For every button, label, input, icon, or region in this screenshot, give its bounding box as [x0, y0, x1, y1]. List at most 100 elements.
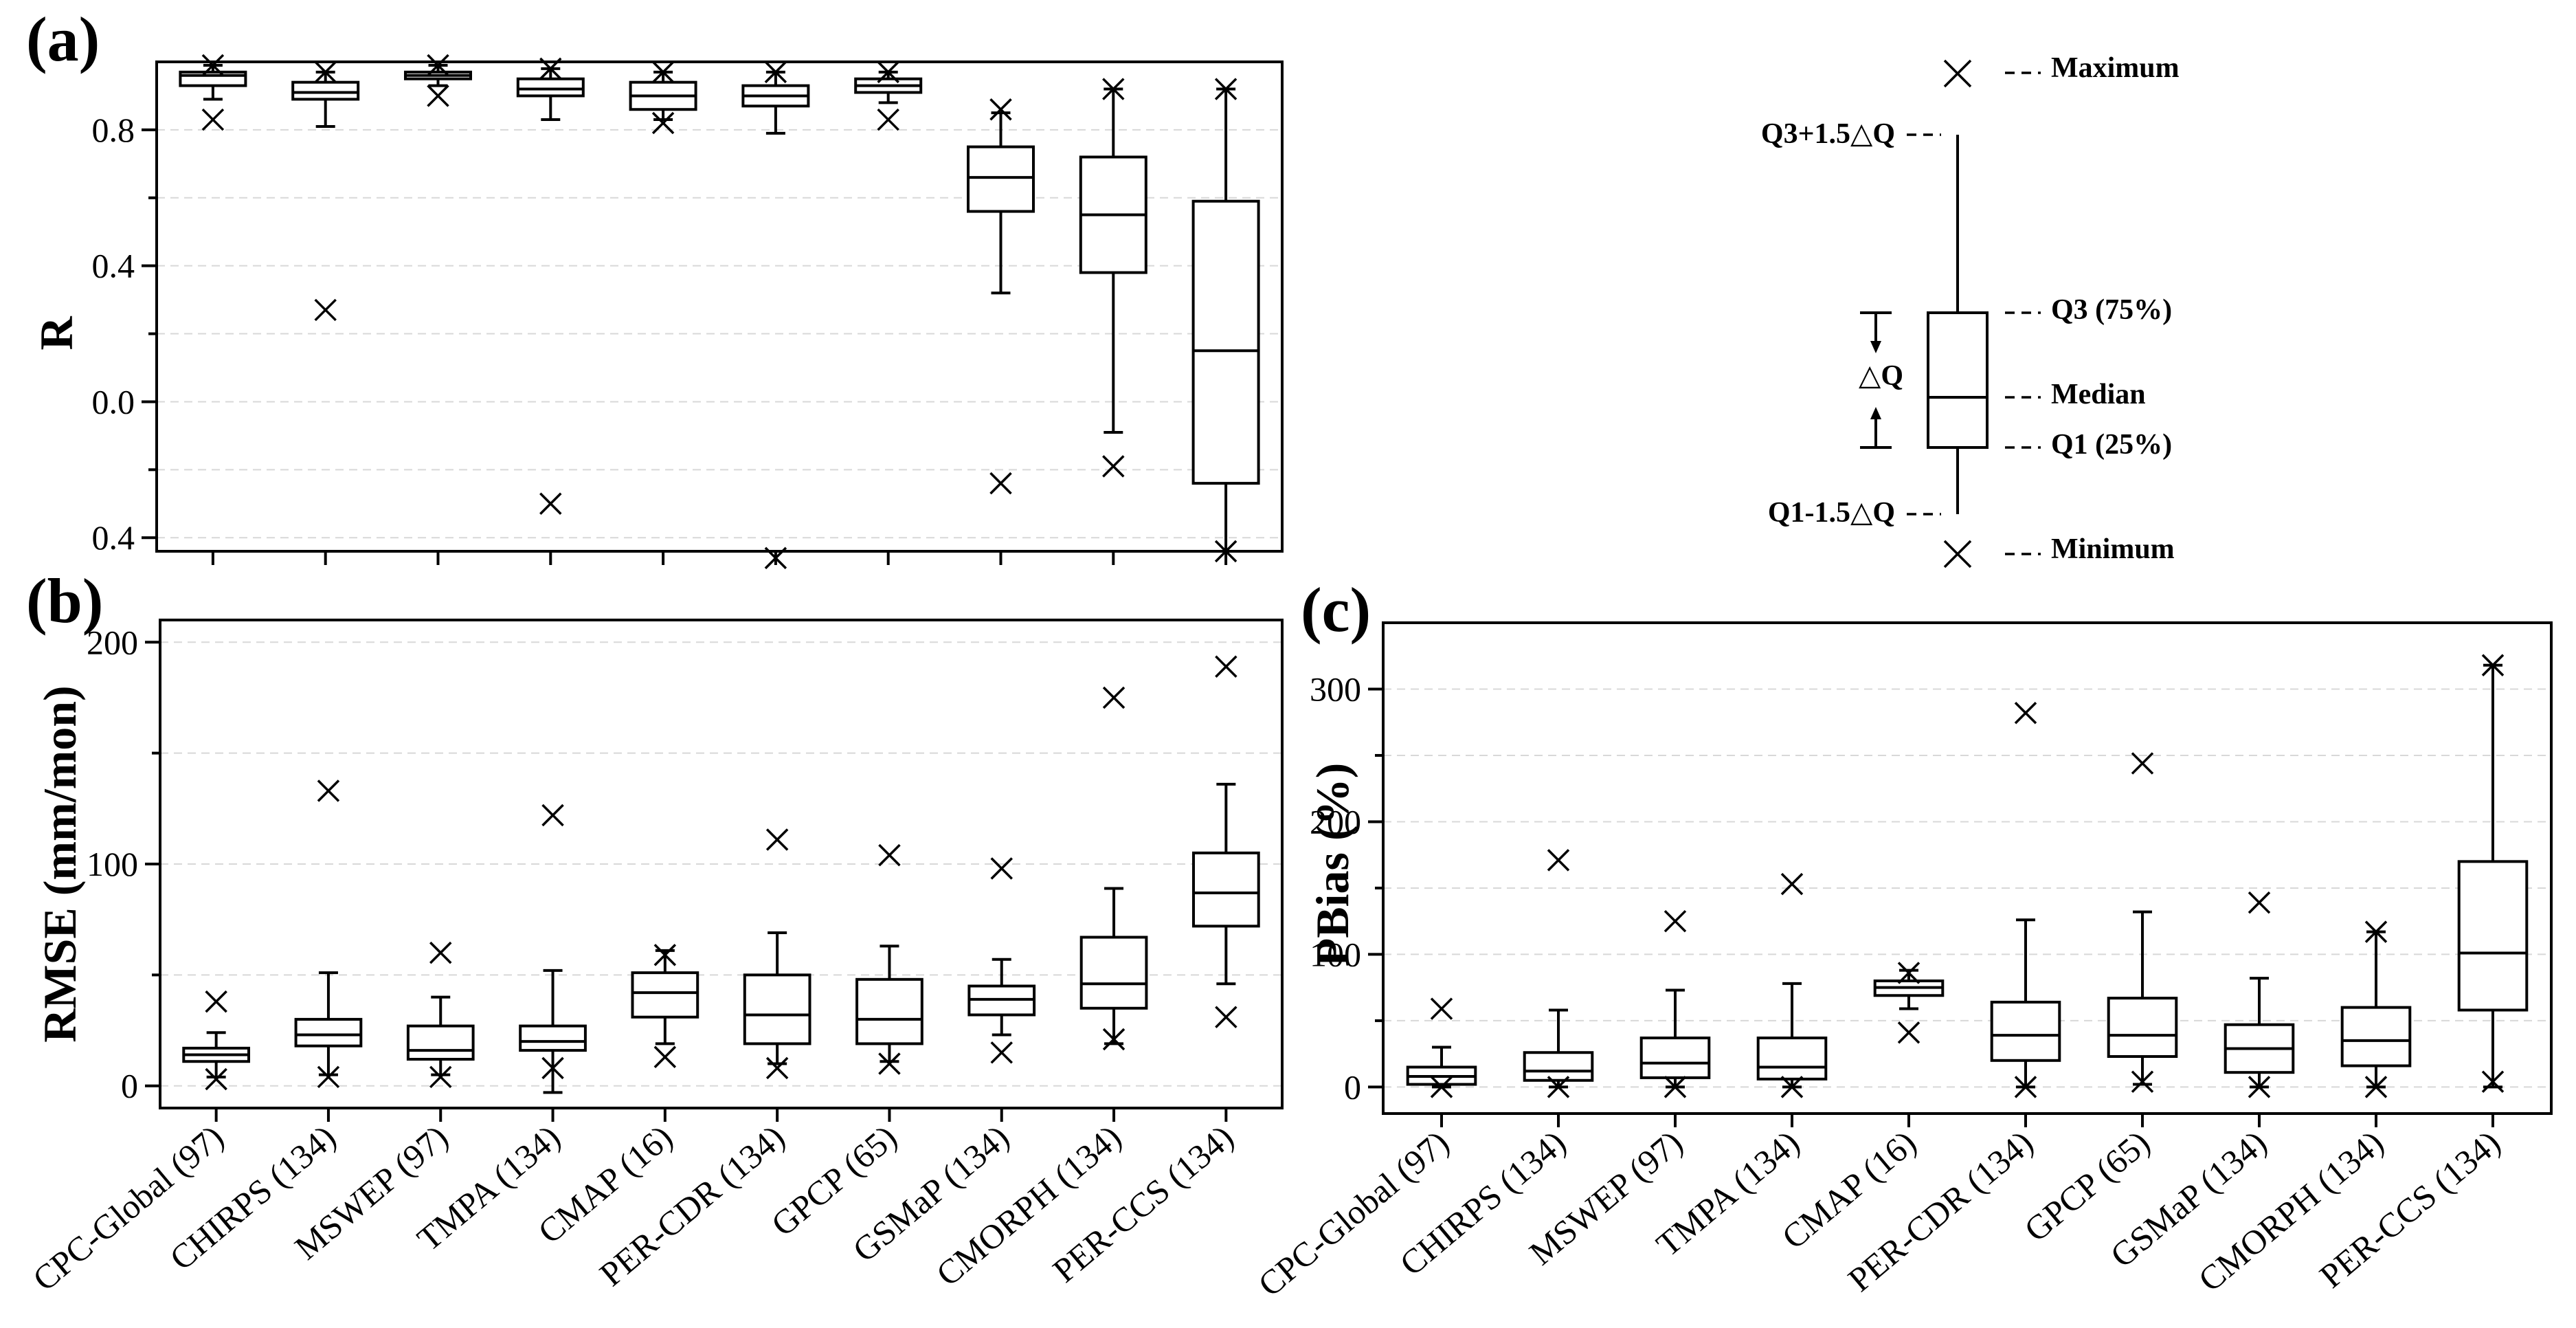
legend-maximum-marker: [1943, 59, 1972, 88]
boxplot-legend: Maximum Q3+1.5△Q Q3 (75%) Median Q1 (25%…: [1761, 52, 2180, 568]
min-marker: [653, 1045, 677, 1069]
min-marker: [2248, 1076, 2271, 1098]
max-marker: [653, 944, 677, 966]
panel-b-y-tick-label: 200: [87, 623, 138, 661]
panel-a-y-tick-label: 0.0: [92, 382, 135, 421]
panel-c-plot-frame: [1382, 621, 2553, 1115]
panel-a-box-4: [516, 57, 585, 516]
legend-minimum-label: Minimum: [2051, 533, 2175, 565]
min-marker: [314, 298, 337, 322]
panel-b-category-label: PER-CDR (134): [592, 1118, 792, 1294]
min-marker: [429, 1065, 452, 1089]
max-marker: [990, 857, 1013, 880]
legend-q1-label: Q1 (25%): [2051, 429, 2172, 461]
max-marker: [201, 54, 225, 77]
max-marker: [765, 828, 789, 851]
iqr-box: [406, 1024, 475, 1061]
panel-a-y-tick-label: 0.4: [92, 247, 135, 285]
max-marker: [1664, 909, 1687, 933]
max-marker: [317, 779, 340, 802]
panel-b-box-3: [406, 941, 475, 1089]
min-marker: [2481, 1070, 2505, 1093]
panel-c-category-label: CPC-Global (97): [1251, 1123, 1456, 1304]
max-marker: [651, 60, 675, 84]
iqr-box: [1191, 199, 1260, 485]
min-marker: [1215, 1006, 1237, 1028]
min-marker: [317, 1065, 340, 1089]
min-marker: [989, 472, 1012, 495]
max-marker: [2248, 891, 2271, 914]
max-marker: [427, 54, 449, 77]
iqr-box: [2107, 997, 2178, 1059]
iqr-box: [291, 80, 360, 101]
panel-b-y-tick-label: 0: [121, 1067, 138, 1105]
min-marker: [877, 108, 899, 131]
iqr-box: [1639, 1037, 1711, 1079]
min-marker: [1102, 1028, 1125, 1051]
panel-c-x-ticks: [1440, 1114, 2494, 1127]
min-marker: [990, 1041, 1013, 1064]
panel-a-box-6: [741, 60, 810, 570]
iqr-box: [1756, 1037, 1828, 1081]
panel-c-y-ticks: 0 100 200 300: [1310, 669, 1383, 1106]
panel-b-y-tick-label: 100: [87, 845, 138, 883]
min-marker: [1102, 455, 1125, 478]
max-marker: [877, 60, 899, 84]
min-marker: [1664, 1076, 1687, 1098]
max-marker: [1897, 962, 1920, 984]
panel-a-r-boxplot: (a) R 0.4 0.0 0.4 0.8: [26, 4, 1284, 570]
min-marker: [651, 111, 675, 135]
legend-minimum-marker: [1943, 540, 1972, 568]
min-marker: [205, 1067, 227, 1091]
panel-b-x-ticks: [214, 1108, 1228, 1122]
iqr-box: [855, 977, 923, 1045]
panel-c-gridlines: [1383, 688, 2551, 1088]
panel-a-y-ticks: 0.4 0.0 0.4 0.8: [92, 111, 157, 557]
max-marker: [2481, 654, 2505, 676]
max-marker: [1547, 849, 1570, 872]
min-marker: [427, 85, 449, 107]
panel-b-box-1: [182, 990, 251, 1091]
min-marker: [2364, 1076, 2388, 1098]
iqr-box: [519, 1024, 587, 1052]
max-marker: [2131, 752, 2154, 775]
iqr-box: [631, 971, 699, 1019]
panel-c-box-3: [1639, 909, 1711, 1098]
panel-a-y-tick-label: 0.4: [92, 518, 135, 557]
panel-b-box-2: [294, 779, 363, 1089]
panel-a-box-1: [179, 54, 247, 131]
panel-b-y-ticks: 0 100 200: [87, 623, 160, 1105]
iqr-box: [1523, 1051, 1594, 1082]
iqr-box: [743, 973, 811, 1045]
panel-b-y-axis-title: RMSE (mm/mon): [34, 685, 86, 1042]
panel-c-category-labels: CPC-Global (97)CHIRPS (134)MSWEP (97)TMP…: [1251, 1123, 2507, 1304]
min-marker: [1430, 1076, 1453, 1098]
max-marker: [1102, 686, 1125, 709]
legend-median-label: Median: [2051, 379, 2146, 410]
panel-a-box-8: [966, 98, 1035, 495]
panel-a-box-10: [1191, 78, 1260, 563]
max-marker: [2014, 701, 2037, 724]
max-marker: [1214, 78, 1237, 100]
min-marker: [2131, 1070, 2154, 1093]
panel-a-box-3: [403, 54, 473, 107]
iqr-box: [966, 145, 1035, 213]
panel-b-box-10: [1191, 655, 1260, 1028]
panel-c-y-tick-label: 100: [1310, 935, 1361, 973]
panel-a-boxes: [179, 54, 1260, 570]
min-marker: [2014, 1076, 2037, 1098]
iqr-box: [2340, 1006, 2412, 1067]
max-marker: [2364, 920, 2388, 943]
panel-b-box-9: [1079, 686, 1148, 1051]
panel-c-y-tick-label: 300: [1310, 669, 1361, 708]
panel-c-y-tick-label: 200: [1310, 802, 1361, 841]
legend-maximum-label: Maximum: [2051, 52, 2180, 84]
panel-c-box-10: [2457, 654, 2529, 1093]
max-marker: [314, 60, 337, 84]
panel-b-box-8: [967, 857, 1036, 1064]
panel-c-pbias-boxplot: (c) PBias (%) 0 100 200 300 CPC-Global (97)…: [1251, 575, 2553, 1304]
min-marker: [1547, 1076, 1570, 1098]
max-marker: [764, 60, 787, 84]
panel-b-category-label: CPC-Global (97): [25, 1118, 231, 1298]
